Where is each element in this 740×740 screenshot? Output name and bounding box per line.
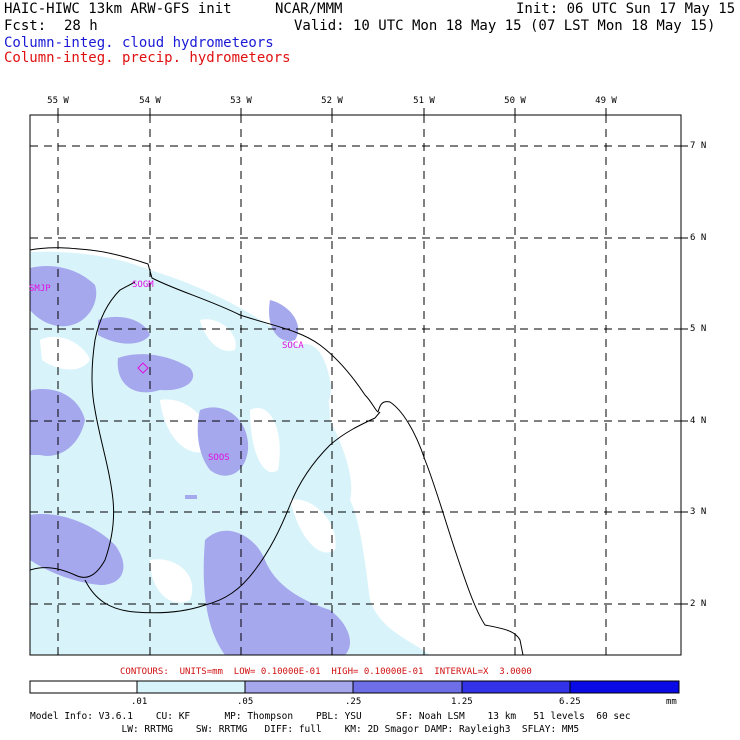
lat-lon-grid — [30, 115, 681, 655]
country-border-1 — [30, 281, 136, 578]
colorbar-units: mm — [666, 697, 677, 707]
precip-patch-2 — [98, 316, 150, 344]
init-time: Init: 06 UTC Sun 17 May 15 — [516, 1, 736, 17]
station-label-smjp: SMJP — [29, 284, 51, 294]
lon-label-51w: 51 W — [413, 96, 435, 106]
station-label-sogm: SOGM — [132, 280, 154, 290]
axis-ticks — [57, 108, 688, 605]
colorbar-tick-005: .05 — [237, 697, 254, 707]
lat-label-6n: 6 N — [690, 233, 707, 243]
contour-info: CONTOURS: UNITS=mm LOW= 0.10000E-01 HIGH… — [120, 667, 532, 677]
valid-time: Valid: 10 UTC Mon 18 May 15 (07 LST Mon … — [294, 18, 716, 34]
forecast-label: Fcst: — [4, 18, 47, 34]
precip-patch-1 — [30, 265, 97, 327]
map-frame — [29, 114, 682, 656]
lon-label-50w: 50 W — [504, 96, 526, 106]
lat-label-4n: 4 N — [690, 416, 707, 426]
lat-label-7n: 7 N — [690, 141, 707, 151]
country-border-2 — [84, 411, 381, 614]
precip-patch-4 — [197, 407, 249, 476]
cloud-field-light-edge — [298, 344, 331, 408]
clear-patch-6 — [200, 319, 236, 351]
coastline — [30, 247, 524, 655]
lon-label-54w: 54 W — [139, 96, 161, 106]
lat-label-2n: 2 N — [690, 599, 707, 609]
lon-label-55w: 55 W — [47, 96, 69, 106]
precip-patch-7 — [203, 530, 350, 655]
lon-label-49w: 49 W — [595, 96, 617, 106]
station-label-soos: SOOS — [208, 453, 230, 463]
colorbar — [29, 680, 680, 694]
clear-patch-3 — [250, 408, 280, 473]
model-info-line1: Model Info: V3.6.1 CU: KF MP: Thompson P… — [30, 711, 631, 722]
clear-patch-4 — [150, 559, 193, 603]
lon-label-53w: 53 W — [230, 96, 252, 106]
model-title: HAIC-HIWC 13km ARW-GFS init — [4, 1, 232, 17]
forecast-hours: 28 h — [64, 18, 98, 34]
station-marker — [137, 362, 149, 374]
precip-patch-9 — [185, 495, 197, 499]
lat-label-5n: 5 N — [690, 324, 707, 334]
colorbar-tick-625: 6.25 — [559, 697, 581, 707]
org-label: NCAR/MMM — [275, 1, 343, 17]
clear-patch-5 — [290, 499, 336, 553]
station-label-soca: SOCA — [282, 341, 304, 351]
precip-patch-3 — [117, 354, 194, 393]
colorbar-tick-025: .25 — [345, 697, 362, 707]
lat-label-3n: 3 N — [690, 507, 707, 517]
field-precip-label: Column-integ. precip. hydrometeors — [4, 50, 291, 66]
clear-patch-2 — [160, 399, 211, 453]
field-cloud-label: Column-integ. cloud hydrometeors — [4, 35, 274, 51]
precip-patch-5 — [30, 389, 85, 456]
colorbar-tick-001: .01 — [131, 697, 148, 707]
model-info-line2: LW: RRTMG SW: RRTMG DIFF: full KM: 2D Sm… — [30, 724, 580, 735]
colorbar-tick-125: 1.25 — [451, 697, 473, 707]
clear-patch-1 — [40, 336, 90, 370]
lon-label-52w: 52 W — [321, 96, 343, 106]
